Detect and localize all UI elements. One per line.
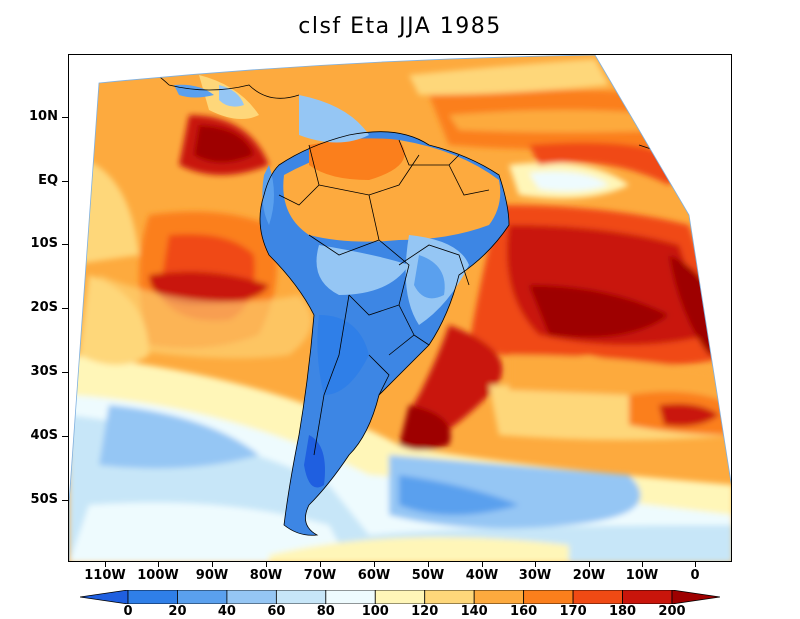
y-tick bbox=[62, 500, 68, 501]
colorbar-segment bbox=[374, 590, 426, 604]
colorbar-segment bbox=[325, 590, 376, 604]
x-tick bbox=[535, 562, 536, 567]
x-tick bbox=[589, 562, 590, 567]
colorbar-segment bbox=[572, 590, 623, 604]
x-axis-label-110w: 110W bbox=[84, 568, 126, 583]
x-tick bbox=[374, 562, 375, 567]
y-axis-label-eq: EQ bbox=[38, 173, 58, 188]
colorbar-label: 160 bbox=[510, 604, 538, 619]
x-axis-label-10w: 10W bbox=[625, 568, 659, 583]
x-tick bbox=[642, 562, 643, 567]
colorbar-segment bbox=[226, 590, 277, 604]
y-tick bbox=[62, 244, 68, 245]
colorbar-under-triangle bbox=[80, 590, 129, 604]
y-tick bbox=[62, 181, 68, 182]
x-tick bbox=[105, 562, 106, 567]
colorbar-label: 120 bbox=[411, 604, 439, 619]
x-axis-label-30w: 30W bbox=[518, 568, 552, 583]
colorbar-label: 80 bbox=[316, 604, 335, 619]
colorbar-label: 60 bbox=[267, 604, 286, 619]
colorbar-label: 20 bbox=[168, 604, 187, 619]
colorbar-label: 40 bbox=[217, 604, 236, 619]
x-axis-label-0: 0 bbox=[690, 568, 700, 583]
y-axis-label-10n: 10N bbox=[29, 109, 58, 124]
colorbar-segment bbox=[127, 590, 178, 604]
y-tick bbox=[62, 436, 68, 437]
map-frame bbox=[68, 54, 732, 562]
colorbar-segment bbox=[473, 590, 525, 604]
x-tick bbox=[482, 562, 483, 567]
x-axis-label-70w: 70W bbox=[303, 568, 337, 583]
colorbar-label: 170 bbox=[559, 604, 587, 619]
y-axis-label-50s: 50S bbox=[30, 492, 58, 507]
colorbar bbox=[80, 590, 720, 604]
colorbar-segment bbox=[177, 590, 228, 604]
south-america-land bbox=[174, 75, 509, 536]
colorbar-label: 140 bbox=[460, 604, 488, 619]
colorbar-label: 100 bbox=[361, 604, 389, 619]
colorbar-segment bbox=[424, 590, 475, 604]
x-axis-label-40w: 40W bbox=[465, 568, 499, 583]
colorbar-segment bbox=[622, 590, 673, 604]
y-tick bbox=[62, 117, 68, 118]
x-tick bbox=[695, 562, 696, 567]
x-tick bbox=[212, 562, 213, 567]
x-tick bbox=[428, 562, 429, 567]
x-axis-label-20w: 20W bbox=[572, 568, 606, 583]
y-axis-label-20s: 20S bbox=[30, 300, 58, 315]
model-domain-outline bbox=[69, 55, 731, 561]
x-tick bbox=[266, 562, 267, 567]
map-title: clsf Eta JJA 1985 bbox=[298, 14, 502, 39]
x-axis-label-100w: 100W bbox=[137, 568, 179, 583]
y-axis-label-30s: 30S bbox=[30, 364, 58, 379]
colorbar-label: 0 bbox=[123, 604, 133, 619]
y-tick bbox=[62, 372, 68, 373]
colorbar-label: 180 bbox=[608, 604, 637, 619]
colorbar-segment bbox=[523, 590, 574, 604]
y-tick bbox=[62, 308, 68, 309]
precipitation-field bbox=[69, 55, 731, 561]
x-tick bbox=[320, 562, 321, 567]
colorbar-segment bbox=[275, 590, 327, 604]
x-tick bbox=[158, 562, 159, 567]
y-axis-label-40s: 40S bbox=[30, 428, 58, 443]
y-axis-label-10s: 10S bbox=[30, 236, 58, 251]
map-canvas bbox=[69, 55, 731, 561]
colorbar-over-triangle bbox=[671, 590, 720, 604]
x-axis-label-60w: 60W bbox=[357, 568, 391, 583]
x-axis-label-90w: 90W bbox=[195, 568, 229, 583]
x-axis-label-50w: 50W bbox=[411, 568, 445, 583]
x-axis-label-80w: 80W bbox=[249, 568, 283, 583]
colorbar-label: 200 bbox=[658, 604, 686, 619]
